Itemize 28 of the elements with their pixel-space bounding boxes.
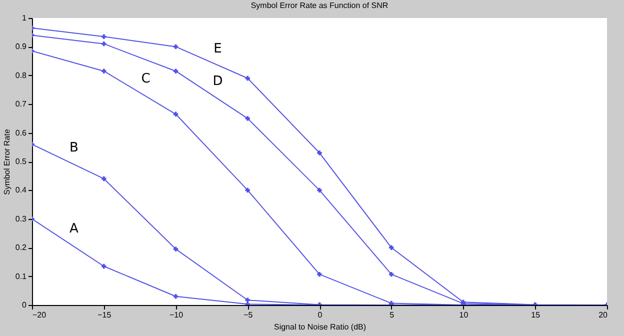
y-tick-label: 0.4 [15,186,28,195]
series-label: D [212,74,223,89]
x-tick-label: −20 [32,310,47,320]
x-tick-label: −5 [244,310,254,320]
series-label: E [214,41,222,56]
y-axis-title: Symbol Error Rate [2,128,12,195]
series-label: A [69,222,78,237]
y-tick-label: 0.3 [15,214,28,224]
x-tick-label: 15 [531,310,541,320]
y-tick-label: 0.6 [15,128,28,138]
y-tick-label: 0.8 [15,70,28,80]
x-axis-title: Signal to Noise Ratio (dB) [274,322,366,332]
y-tick-label: 0.5 [15,157,28,166]
x-tick-label: 20 [598,310,608,320]
y-tick-label: 0.9 [15,42,28,52]
x-tick-label: −15 [98,310,112,320]
series-label: C [141,72,150,87]
x-tick-label: −10 [169,310,184,320]
series-label: B [69,140,78,156]
x-tick-label: 5 [390,310,395,320]
y-tick-label: 0.1 [15,272,28,281]
x-tick-label: 10 [459,310,469,320]
chart-title: Symbol Error Rate as Function of SNR [250,1,388,10]
y-tick-label: 1 [22,14,28,22]
y-tick-label: 0 [22,300,28,310]
x-tick-label: 0 [318,310,323,320]
y-tick-label: 0.7 [15,100,28,109]
y-tick-label: 0.2 [15,243,28,252]
